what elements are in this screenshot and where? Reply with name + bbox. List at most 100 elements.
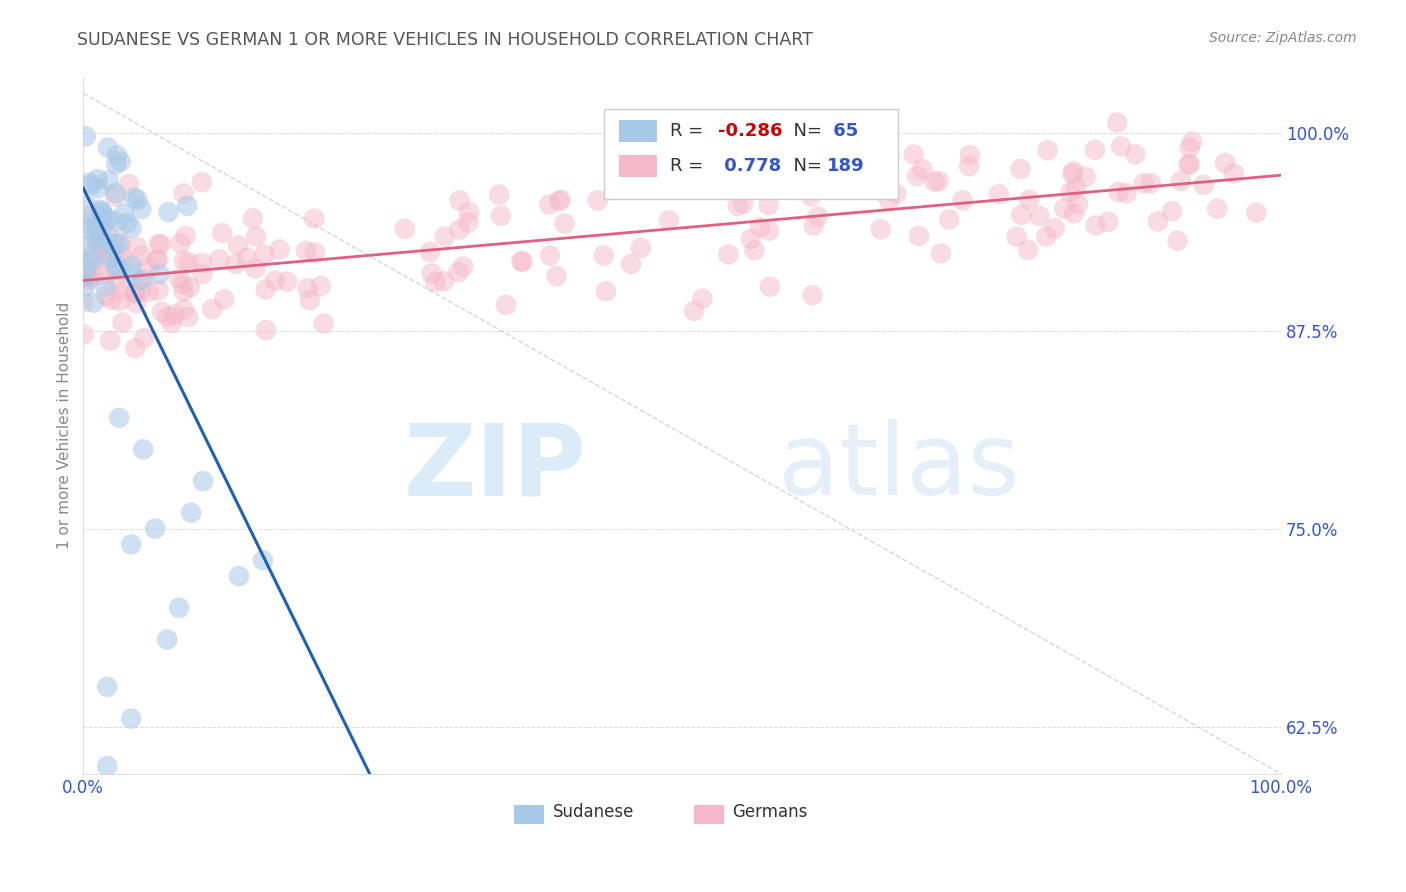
Point bbox=[112, 254, 135, 268]
Bar bbox=[619, 154, 657, 177]
Point bbox=[76, 199, 98, 213]
Point bbox=[108, 236, 131, 251]
Point bbox=[107, 274, 129, 288]
Point bbox=[79, 252, 101, 267]
Point bbox=[433, 274, 456, 288]
Point bbox=[245, 261, 267, 276]
Point bbox=[924, 175, 946, 189]
Point bbox=[727, 199, 749, 213]
Point bbox=[908, 228, 931, 243]
Point bbox=[595, 285, 617, 299]
Text: ZIP: ZIP bbox=[404, 419, 586, 516]
Point bbox=[1064, 180, 1087, 194]
Point bbox=[156, 310, 179, 324]
Point bbox=[149, 237, 172, 252]
Point bbox=[433, 229, 456, 244]
Point bbox=[800, 189, 823, 203]
Point bbox=[225, 257, 247, 271]
Point bbox=[173, 302, 195, 317]
Point bbox=[148, 267, 170, 281]
Point bbox=[1125, 147, 1147, 161]
Point bbox=[143, 522, 166, 536]
Point bbox=[1062, 164, 1084, 178]
Point bbox=[93, 246, 115, 260]
Point bbox=[957, 159, 980, 173]
Bar bbox=[515, 805, 544, 824]
Point bbox=[1178, 140, 1201, 154]
Point bbox=[733, 196, 755, 211]
Y-axis label: 1 or more Vehicles in Household: 1 or more Vehicles in Household bbox=[58, 302, 72, 549]
Point bbox=[93, 268, 115, 282]
Point bbox=[121, 266, 143, 280]
Point bbox=[911, 162, 934, 177]
Point bbox=[228, 569, 250, 583]
Point bbox=[253, 247, 276, 261]
Text: Germans: Germans bbox=[733, 804, 808, 822]
Text: SUDANESE VS GERMAN 1 OR MORE VEHICLES IN HOUSEHOLD CORRELATION CHART: SUDANESE VS GERMAN 1 OR MORE VEHICLES IN… bbox=[77, 31, 813, 49]
Point bbox=[1108, 185, 1130, 199]
Point bbox=[87, 181, 110, 195]
Point bbox=[104, 258, 127, 272]
Point bbox=[1035, 229, 1057, 244]
Point bbox=[1166, 234, 1188, 248]
Point bbox=[1206, 202, 1229, 216]
Point bbox=[546, 269, 568, 284]
Point bbox=[73, 270, 96, 285]
Point bbox=[173, 186, 195, 201]
Point bbox=[1178, 158, 1201, 172]
Point bbox=[73, 240, 96, 254]
Point bbox=[163, 307, 186, 321]
Point bbox=[297, 281, 319, 295]
Point bbox=[97, 140, 120, 154]
Point bbox=[1018, 193, 1040, 207]
Point bbox=[110, 235, 132, 250]
Point bbox=[869, 183, 891, 197]
Point bbox=[77, 208, 100, 222]
Point bbox=[72, 295, 94, 310]
Point bbox=[125, 296, 148, 310]
Point bbox=[419, 244, 441, 259]
Point bbox=[458, 205, 481, 219]
Point bbox=[952, 194, 974, 208]
Point bbox=[138, 285, 160, 300]
Point bbox=[1062, 167, 1084, 181]
Point bbox=[91, 228, 114, 243]
Point bbox=[717, 247, 740, 261]
Point bbox=[903, 147, 925, 161]
Point bbox=[122, 285, 145, 300]
Text: Sudanese: Sudanese bbox=[553, 804, 634, 822]
Point bbox=[169, 236, 191, 251]
Point bbox=[97, 173, 120, 187]
Point bbox=[451, 260, 474, 274]
Point bbox=[191, 256, 214, 270]
Point bbox=[108, 294, 131, 309]
Point bbox=[1140, 176, 1163, 190]
Point bbox=[692, 292, 714, 306]
Point bbox=[100, 293, 122, 307]
Point bbox=[100, 252, 122, 266]
Point bbox=[86, 172, 108, 186]
Point bbox=[425, 275, 447, 289]
Point bbox=[79, 176, 101, 190]
Point bbox=[1177, 157, 1199, 171]
Point bbox=[803, 219, 825, 233]
Point bbox=[132, 442, 155, 457]
Point bbox=[122, 191, 145, 205]
Point bbox=[928, 174, 950, 188]
Point bbox=[177, 310, 200, 324]
Point bbox=[82, 252, 104, 267]
Point bbox=[553, 216, 575, 230]
Point bbox=[869, 222, 891, 236]
Point bbox=[179, 280, 201, 294]
Point bbox=[89, 202, 111, 217]
Point bbox=[80, 270, 103, 285]
Text: R =: R = bbox=[671, 157, 709, 175]
Point bbox=[987, 187, 1010, 202]
Point bbox=[1084, 143, 1107, 157]
Point bbox=[127, 193, 149, 207]
Point bbox=[201, 302, 224, 317]
Point bbox=[1053, 202, 1076, 216]
Text: N=: N= bbox=[782, 122, 827, 140]
Point bbox=[100, 241, 122, 255]
Point bbox=[1017, 243, 1039, 257]
